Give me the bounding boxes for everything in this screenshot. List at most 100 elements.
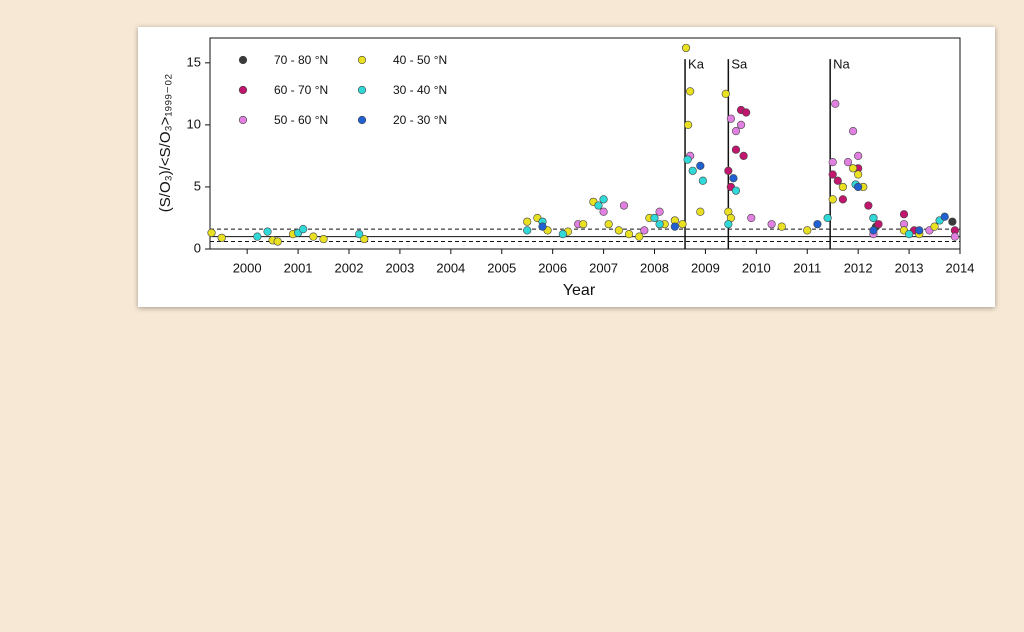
legend-label: 50 - 60 °N (274, 113, 328, 127)
point (558, 230, 567, 239)
y-axis-label: (S/O₃)/<S/O₃>₁₉₉₉₋₀₂ (157, 74, 174, 213)
point (686, 87, 695, 96)
point (767, 220, 776, 229)
point (360, 234, 369, 244)
point (915, 226, 924, 235)
y-tick-label: 0 (194, 240, 201, 255)
point (604, 220, 613, 229)
point (828, 195, 837, 204)
point (599, 207, 608, 216)
legend-label: 30 - 40 °N (393, 83, 447, 97)
point (681, 43, 691, 53)
plot-frame (209, 37, 961, 250)
point (696, 161, 705, 170)
point (731, 126, 741, 136)
point (777, 222, 786, 231)
point (684, 120, 693, 129)
point (930, 222, 939, 231)
point (838, 182, 847, 192)
event-label: Sa (731, 57, 748, 72)
point (253, 232, 262, 241)
point (599, 195, 608, 204)
y-tick-label: 5 (194, 178, 201, 193)
x-axis-label: Year (563, 282, 596, 299)
point (696, 207, 705, 216)
point (624, 230, 634, 239)
point (904, 230, 914, 239)
point (828, 170, 837, 179)
point (355, 230, 364, 239)
point (523, 217, 532, 226)
x-tick-label: 2011 (793, 260, 821, 275)
x-tick-label: 2007 (589, 260, 618, 275)
x-tick-label: 2001 (284, 260, 313, 275)
point (724, 166, 733, 175)
point (874, 220, 883, 229)
point (823, 213, 832, 223)
legend-label: 70 - 80 °N (274, 53, 328, 67)
point (950, 232, 960, 241)
point (848, 164, 858, 173)
point (940, 212, 949, 221)
point (670, 222, 679, 231)
point (635, 232, 644, 241)
legend-marker (357, 115, 367, 125)
point (828, 158, 837, 167)
event-label: Ka (688, 57, 705, 72)
point (655, 207, 664, 216)
point (640, 226, 649, 235)
point (650, 213, 659, 223)
x-tick-label: 2003 (385, 260, 414, 275)
x-tick-label: 2013 (895, 260, 924, 275)
legend-marker (238, 85, 248, 95)
point (747, 213, 756, 223)
point (263, 227, 272, 236)
point (724, 220, 733, 229)
point (833, 176, 842, 185)
point (854, 170, 863, 179)
x-tick-label: 2010 (742, 260, 771, 275)
point (729, 174, 738, 183)
point (614, 226, 623, 235)
legend-marker (357, 85, 367, 95)
point (678, 220, 687, 229)
legend-label: 20 - 30 °N (393, 113, 447, 127)
x-tick-label: 2006 (538, 260, 567, 275)
point (731, 186, 741, 195)
point (731, 145, 741, 154)
x-tick-label: 2000 (233, 260, 262, 275)
point (619, 201, 629, 210)
legend-marker (238, 55, 248, 65)
point (683, 155, 692, 164)
legend-label: 60 - 70 °N (274, 83, 328, 97)
point (217, 233, 226, 242)
event-label: Na (833, 57, 850, 72)
point (813, 220, 822, 229)
point (739, 151, 748, 161)
point (864, 201, 873, 210)
point (831, 99, 840, 108)
y-tick-label: 15 (187, 54, 201, 69)
legend-label: 40 - 50 °N (393, 53, 447, 67)
point (838, 195, 847, 204)
point (726, 114, 735, 123)
x-tick-label: 2014 (946, 260, 975, 275)
point (721, 89, 730, 98)
x-tick-label: 2005 (487, 260, 516, 275)
point (655, 220, 664, 229)
y-tick-label: 10 (187, 116, 201, 131)
point (869, 213, 878, 223)
point (207, 228, 216, 237)
point (594, 201, 603, 210)
x-tick-label: 2008 (640, 260, 669, 275)
point (688, 166, 697, 175)
legend-marker (357, 55, 367, 65)
point (899, 210, 909, 219)
point (869, 226, 878, 235)
x-tick-label: 2004 (436, 260, 465, 275)
x-tick-label: 2012 (844, 260, 873, 275)
point (848, 126, 858, 136)
point (854, 182, 863, 192)
point (523, 226, 532, 235)
